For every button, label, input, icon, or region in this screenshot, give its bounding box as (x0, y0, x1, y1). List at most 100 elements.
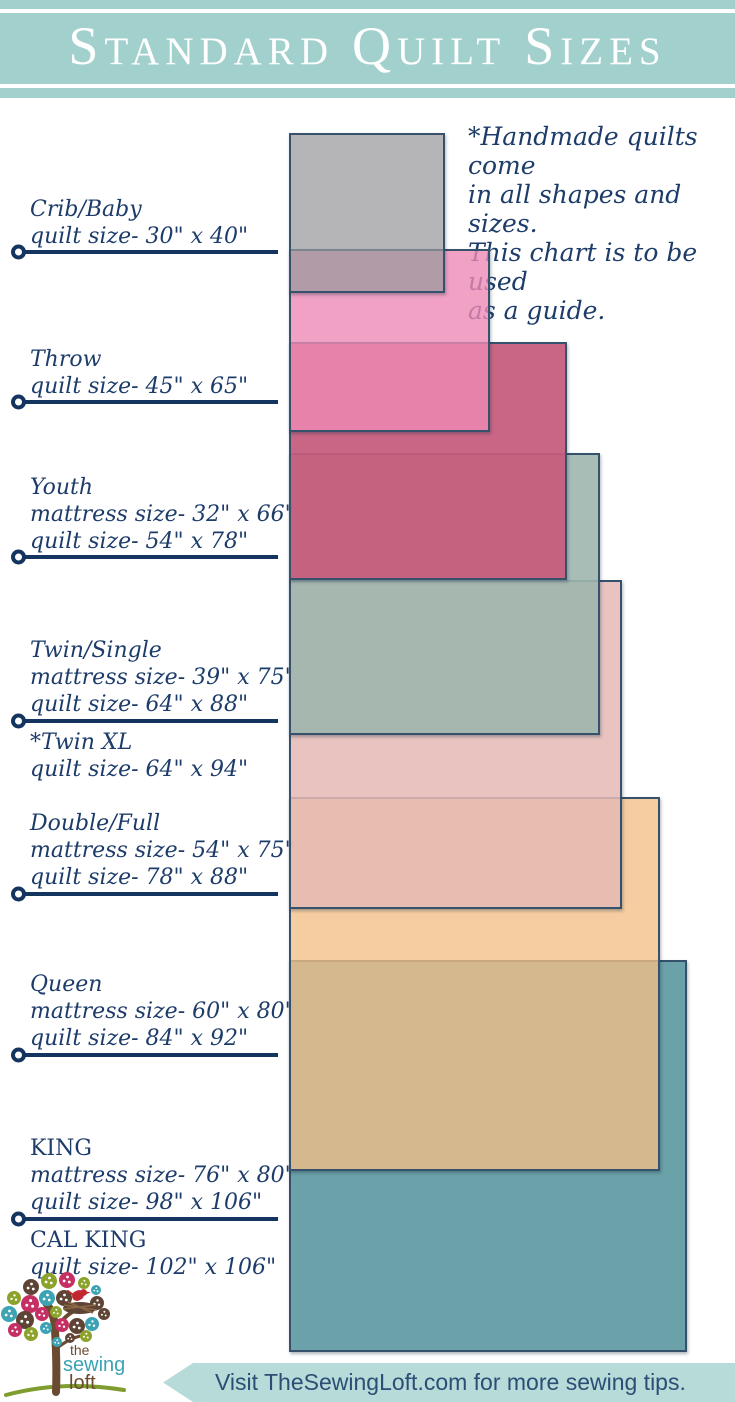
buttonhole-dot (70, 1338, 73, 1341)
quilt-name: *Twin XL (30, 730, 133, 755)
buttonhole-dot (67, 1337, 70, 1340)
buttonhole-dot (4, 1313, 8, 1317)
button-icon (40, 1322, 52, 1334)
nest-icon (62, 1301, 98, 1314)
button-icon (69, 1318, 85, 1334)
button-icon (8, 1323, 22, 1337)
buttonhole-dot (59, 1297, 63, 1301)
label-king: KING mattress size- 76" x 80" quilt size- … (30, 1135, 295, 1216)
buttonhole-dot (57, 1342, 60, 1345)
button-icon (16, 1311, 34, 1329)
buttonhole-dot (9, 1314, 13, 1318)
buttonhole-dot (14, 1326, 17, 1329)
buttonhole-dot (31, 1304, 35, 1308)
button-icon (98, 1308, 110, 1320)
buttonhole-dot (52, 1311, 55, 1314)
quilt-name: Crib/Baby (30, 197, 142, 222)
button-icon (52, 1337, 62, 1347)
buttonhole-dot (83, 1279, 86, 1282)
buttonhole-dot (54, 1341, 57, 1344)
buttonhole-dot (15, 1330, 19, 1333)
buttonhole-dot (92, 1324, 96, 1327)
buttonhole-dot (56, 1312, 59, 1315)
buttonhole-dot (84, 1283, 87, 1286)
quilt-size-detail: quilt size- 84" x 92" (30, 1026, 249, 1051)
buttonhole-dot (56, 1339, 59, 1341)
buttonhole-dot (38, 1313, 41, 1317)
quilt-name: Double/Full (30, 811, 161, 836)
buttonhole-dot (44, 1280, 48, 1284)
buttonhole-dot (96, 1299, 99, 1302)
quilt-size-detail: quilt size- 30" x 40" (30, 224, 249, 249)
quilt-size-detail: mattress size- 54" x 75" (30, 838, 295, 863)
button-icon (59, 1272, 75, 1288)
label-queen: Queen mattress size- 60" x 80" quilt size-… (30, 971, 295, 1052)
button-icon (80, 1330, 92, 1342)
buttonhole-dot (41, 1310, 44, 1313)
button-icon (23, 1279, 39, 1295)
pointer-dot (11, 244, 26, 260)
sewing-loft-logo: the sewing loft (1, 1272, 126, 1397)
buttonhole-dot (48, 1276, 51, 1280)
pointer-line-throw (11, 394, 278, 410)
button-icon (50, 1306, 62, 1318)
buttonhole-dot (91, 1320, 94, 1323)
label-crib-baby: Crib/Baby quilt size- 30" x 40" (30, 196, 248, 250)
pointer-dot (11, 1211, 26, 1227)
buttonhole-dot (80, 1282, 83, 1285)
header-top-stripe (0, 0, 735, 9)
pointer-dot (11, 549, 26, 565)
buttonhole-dot (14, 1298, 18, 1301)
button-icon (78, 1277, 90, 1289)
buttonhole-dot (62, 1325, 66, 1328)
buttonhole-dot (76, 1321, 79, 1325)
buttonhole-dot (67, 1280, 71, 1284)
buttonhole-dot (24, 1315, 28, 1319)
pointer-line-double-full (11, 886, 278, 902)
buttonhole-dot (77, 1326, 81, 1330)
quilt-size-detail: quilt size- 64" x 88" (30, 692, 249, 717)
buttonhole-dot (27, 1333, 30, 1337)
buttonhole-dot (46, 1293, 49, 1297)
buttonhole-dot (29, 1299, 33, 1303)
buttonhole-dot (86, 1336, 89, 1339)
logo-button-canopy (1, 1272, 110, 1347)
buttonhole-dot (49, 1281, 53, 1285)
label-throw: Throw quilt size- 45" x 65" (30, 346, 248, 400)
buttonhole-dot (25, 1303, 29, 1307)
quilt-size-detail: quilt size- 64" x 94" (30, 757, 249, 782)
buttonhole-dot (31, 1287, 35, 1291)
buttonhole-dot (46, 1328, 49, 1331)
pointer-line-queen (11, 1047, 278, 1063)
buttonhole-dot (47, 1298, 51, 1302)
quilt-name: Throw (30, 347, 102, 372)
logo-text-sewing: sewing (63, 1354, 125, 1376)
buttonhole-dot (100, 1313, 103, 1316)
buttonhole-dot (58, 1324, 61, 1328)
buttonhole-dot (26, 1286, 30, 1290)
button-icon (7, 1291, 21, 1305)
header-sub-stripe (0, 88, 735, 98)
buttonhole-dot (82, 1335, 85, 1338)
buttonhole-dot (20, 1319, 24, 1323)
button-icon (1, 1306, 17, 1322)
button-icon (35, 1307, 49, 1321)
buttonhole-dot (62, 1279, 66, 1283)
quilt-name: CAL KING (30, 1228, 147, 1253)
buttonhole-dot (30, 1282, 33, 1286)
pointer-dot (11, 886, 26, 902)
buttonhole-dot (97, 1303, 101, 1306)
buttonhole-dot (8, 1309, 11, 1313)
button-icon (65, 1333, 75, 1343)
quilt-name: KING (30, 1136, 92, 1161)
label-double-full: Double/Full mattress size- 54" x 75" quilt… (30, 810, 295, 891)
disclaimer-note: *Handmade quilts come in all shapes and … (468, 122, 698, 325)
quilt-size-detail: mattress size- 76" x 80" (30, 1163, 295, 1188)
buttonhole-dot (42, 1327, 45, 1330)
buttonhole-dot (13, 1294, 16, 1297)
buttonhole-dot (93, 1289, 96, 1292)
buttonhole-dot (55, 1308, 58, 1311)
label-twin-single: Twin/Single mattress size- 39" x 75" quilt… (30, 637, 295, 718)
quilt-rect-crib-baby (289, 133, 445, 293)
